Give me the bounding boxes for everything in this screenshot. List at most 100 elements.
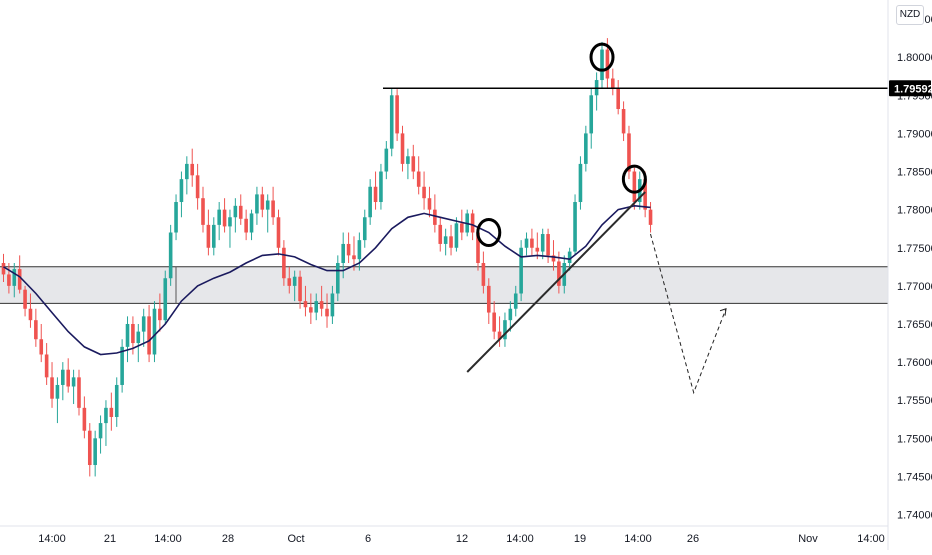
candle-bearish xyxy=(1,263,6,275)
candle-bullish xyxy=(567,251,572,263)
candle-bullish xyxy=(540,234,545,252)
candle-bearish xyxy=(395,95,399,134)
candle-bearish xyxy=(34,320,38,340)
candle-bullish xyxy=(578,163,583,203)
x-tick-label: 14:00 xyxy=(624,533,652,545)
candle-bearish xyxy=(44,354,49,378)
candle-bullish xyxy=(93,438,97,466)
candle-bearish xyxy=(546,234,550,256)
candle-bullish xyxy=(163,278,168,321)
candle-bearish xyxy=(486,285,491,313)
x-tick-label: Oct xyxy=(287,533,304,545)
candle-bearish xyxy=(23,289,27,309)
y-tick-label: 1.75000 xyxy=(897,433,932,445)
y-tick-label: 1.77000 xyxy=(897,281,932,293)
candle-bearish xyxy=(206,224,211,248)
candle-bearish xyxy=(530,238,534,248)
candle-bearish xyxy=(627,133,631,172)
candle-bearish xyxy=(276,217,281,248)
candle-bullish xyxy=(584,133,588,164)
candle-bearish xyxy=(319,301,324,309)
candle-bearish xyxy=(605,49,610,79)
annotations-layer xyxy=(383,42,888,395)
candle-bullish xyxy=(384,148,389,172)
candle-bearish xyxy=(222,209,227,227)
candle-bullish xyxy=(179,179,184,203)
y-tick-label: 1.75500 xyxy=(897,395,932,407)
candle-bearish xyxy=(147,316,151,355)
candle-bearish xyxy=(460,223,464,233)
x-tick-label: 19 xyxy=(574,533,586,545)
y-tick-label: 1.78000 xyxy=(897,205,932,217)
candle-bullish xyxy=(406,156,410,164)
candle-bearish xyxy=(39,339,44,355)
x-tick-label: 14:00 xyxy=(857,533,885,545)
candle-bearish xyxy=(271,200,275,218)
candle-bullish xyxy=(454,223,459,248)
highlight-circle xyxy=(621,164,647,194)
candle-bullish xyxy=(61,369,65,385)
currency-button[interactable]: NZD xyxy=(896,5,924,25)
projection-arrowhead xyxy=(719,308,727,316)
candle-bearish xyxy=(260,194,265,210)
candle-bearish xyxy=(551,255,556,262)
candle-bearish xyxy=(481,263,486,286)
candle-bullish xyxy=(168,232,173,279)
rising-trendline xyxy=(466,191,646,373)
candle-bullish xyxy=(98,423,103,439)
candle-bearish xyxy=(449,236,453,248)
candle-bearish xyxy=(616,87,620,110)
candle-bullish xyxy=(503,320,507,340)
moving-average-line xyxy=(3,204,651,356)
currency-label: NZD xyxy=(899,9,921,20)
candle-bearish xyxy=(282,247,286,279)
candle-bullish xyxy=(341,243,345,263)
x-tick-label: 6 xyxy=(365,533,371,545)
candle-bullish xyxy=(330,293,335,317)
candle-bearish xyxy=(470,213,475,233)
y-tick-label: 1.79000 xyxy=(897,128,932,140)
candle-bearish xyxy=(303,301,308,308)
candle-bearish xyxy=(66,369,71,387)
candle-bearish xyxy=(195,175,200,199)
candle-bearish xyxy=(244,218,248,233)
candle-bullish xyxy=(114,384,119,417)
candle-bullish xyxy=(255,194,259,214)
candle-bearish xyxy=(433,209,437,225)
candle-bullish xyxy=(174,202,178,233)
candle-bullish xyxy=(314,301,319,313)
candle-bullish xyxy=(519,247,523,294)
candle-bullish xyxy=(136,331,141,344)
candle-bearish xyxy=(87,430,92,466)
support-zone-layer xyxy=(0,266,888,304)
candle-bearish xyxy=(82,407,87,431)
candle-bullish xyxy=(600,49,604,81)
candle-bullish xyxy=(217,209,221,225)
candle-bearish xyxy=(238,205,243,219)
candle-bullish xyxy=(589,95,594,134)
x-tick-label: 28 xyxy=(222,533,234,545)
candle-bearish xyxy=(621,109,626,134)
price-tag-label: 1.79592 xyxy=(894,83,932,95)
candle-bullish xyxy=(357,240,362,260)
candle-bearish xyxy=(77,377,81,408)
candle-bearish xyxy=(28,308,33,321)
moving-average-layer xyxy=(3,204,651,356)
candle-bearish xyxy=(7,274,11,286)
candle-bearish xyxy=(427,198,432,210)
y-tick-label: 1.76500 xyxy=(897,319,932,331)
candle-bullish xyxy=(249,213,254,233)
x-tick-label: 14:00 xyxy=(506,533,534,545)
candle-bearish xyxy=(411,156,416,172)
candle-bearish xyxy=(346,243,351,256)
y-tick-label: 1.77500 xyxy=(897,243,932,255)
candle-bearish xyxy=(131,323,135,344)
candle-bullish xyxy=(141,316,146,332)
x-tick-label: 14:00 xyxy=(154,533,182,545)
candle-bearish xyxy=(438,224,443,244)
candle-bearish xyxy=(325,308,329,317)
candle-bearish xyxy=(610,78,615,88)
candle-bullish xyxy=(265,200,270,210)
